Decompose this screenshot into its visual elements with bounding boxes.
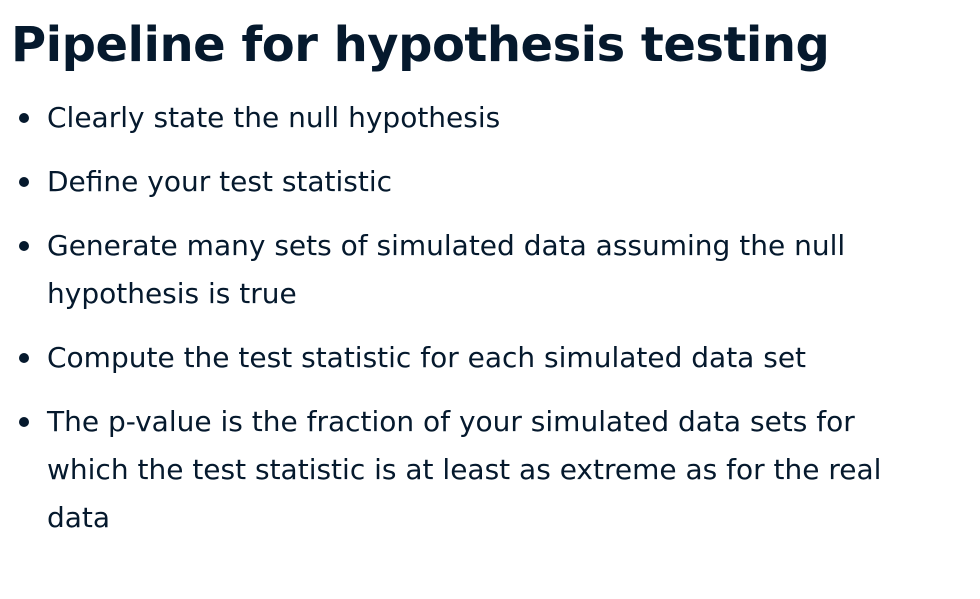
bullet-dot-icon <box>19 241 29 251</box>
bullet-item-4: Compute the test statistic for each simu… <box>0 334 940 382</box>
bullet-item-3: Generate many sets of simulated data ass… <box>0 222 940 318</box>
bullet-text: Generate many sets of simulated data ass… <box>47 229 846 310</box>
bullet-text: Clearly state the null hypothesis <box>47 101 501 134</box>
bullet-list: Clearly state the null hypothesis Define… <box>0 94 940 542</box>
bullet-text: Define your test statistic <box>47 165 393 198</box>
bullet-dot-icon <box>19 417 29 427</box>
bullet-dot-icon <box>19 353 29 363</box>
bullet-item-5: The p-value is the fraction of your simu… <box>0 398 940 542</box>
bullet-text: Compute the test statistic for each simu… <box>47 341 807 374</box>
bullet-item-2: Define your test statistic <box>0 158 940 206</box>
slide-title: Pipeline for hypothesis testing <box>11 17 830 73</box>
bullet-text: The p-value is the fraction of your simu… <box>47 405 882 534</box>
bullet-item-1: Clearly state the null hypothesis <box>0 94 940 142</box>
bullet-dot-icon <box>19 113 29 123</box>
bullet-dot-icon <box>19 177 29 187</box>
